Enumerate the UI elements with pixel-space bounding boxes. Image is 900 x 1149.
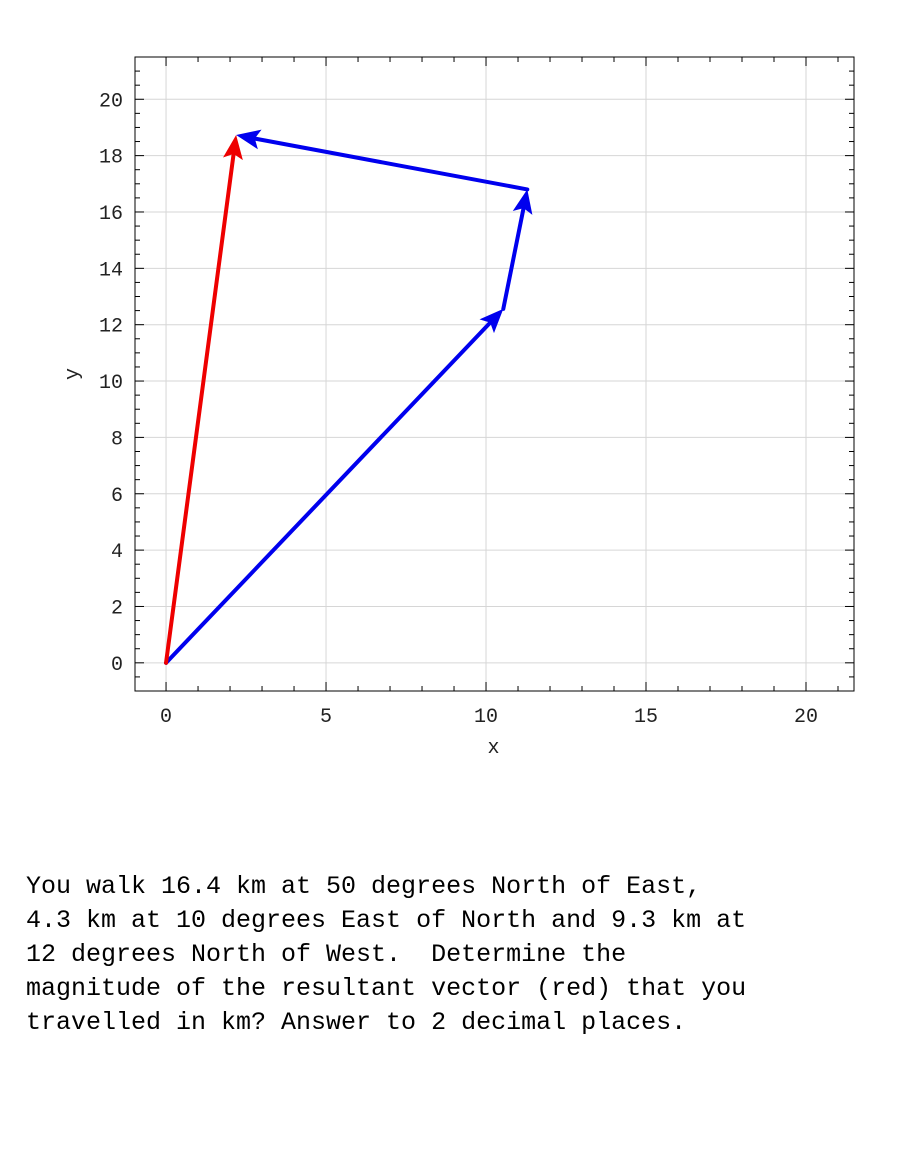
vector-arrowhead-2	[512, 189, 533, 215]
plot-frame	[134, 56, 855, 692]
y-tick-label: 12	[99, 316, 123, 339]
vector-chart: 0 5 10 15 20 0 2 4 6 8 10 12 14 16 18 20 x y	[62, 56, 855, 760]
minor-ticks	[135, 56, 854, 692]
vector-arrowhead-4	[223, 135, 243, 161]
y-tick-label: 8	[111, 428, 123, 451]
major-ticks	[135, 57, 854, 691]
x-tick-label: 15	[634, 706, 658, 729]
y-axis-label: y	[62, 368, 85, 380]
y-tick-label: 10	[99, 372, 123, 395]
y-tick-label: 6	[111, 485, 123, 508]
x-tick-label: 5	[320, 706, 332, 729]
x-tick-label: 20	[794, 706, 818, 729]
y-tick-label: 4	[111, 541, 123, 564]
vector-series	[164, 129, 533, 665]
vector-line-2	[501, 207, 526, 311]
tick-labels: 0 5 10 15 20 0 2 4 6 8 10 12 14 16 18 20	[99, 90, 818, 729]
x-tick-label: 0	[160, 706, 172, 729]
vector-line-3	[253, 136, 530, 192]
y-tick-label: 18	[99, 147, 123, 170]
x-axis-label: x	[487, 737, 499, 760]
vector-arrowhead-1	[479, 308, 504, 334]
question-text: You walk 16.4 km at 50 degrees North of …	[26, 872, 747, 1037]
vector-arrowhead-3	[236, 129, 262, 150]
y-tick-label: 16	[99, 203, 123, 226]
y-tick-label: 20	[99, 90, 123, 113]
vector-line-1	[164, 321, 492, 665]
y-tick-label: 2	[111, 597, 123, 620]
vector-line-4	[164, 152, 236, 665]
grid-lines	[135, 57, 854, 691]
y-tick-label: 14	[99, 259, 123, 282]
x-tick-label: 10	[474, 706, 498, 729]
y-tick-label: 0	[111, 654, 123, 677]
